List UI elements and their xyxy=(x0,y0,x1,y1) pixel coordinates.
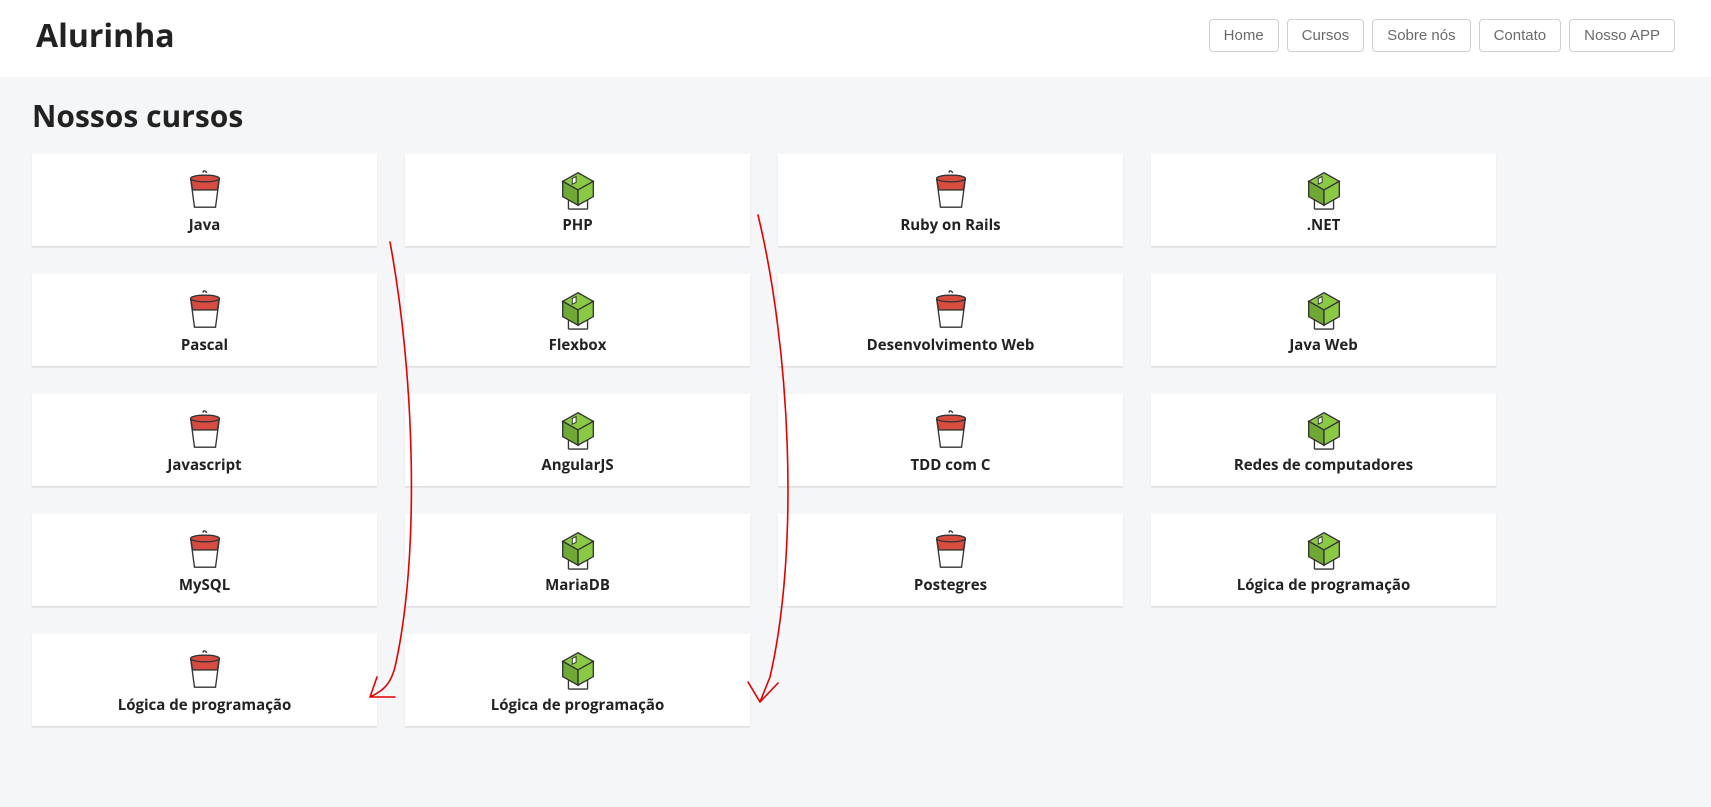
course-label: MariaDB xyxy=(545,575,610,595)
course-label: Lógica de programação xyxy=(118,695,292,715)
cup-icon xyxy=(185,165,225,211)
course-card[interactable]: AngularJS xyxy=(405,394,750,486)
cup-icon xyxy=(931,525,971,571)
box-icon xyxy=(558,285,598,331)
box-icon xyxy=(1304,405,1344,451)
box-icon xyxy=(1304,525,1344,571)
course-card[interactable]: .NET xyxy=(1151,154,1496,246)
course-label: Postegres xyxy=(914,575,987,595)
course-label: Redes de computadores xyxy=(1234,455,1413,475)
course-card[interactable]: Flexbox xyxy=(405,274,750,366)
nav-sobre[interactable]: Sobre nós xyxy=(1372,19,1470,52)
course-label: MySQL xyxy=(179,575,230,595)
logo: Alurinha xyxy=(36,14,175,57)
cup-icon xyxy=(185,525,225,571)
nav-cursos[interactable]: Cursos xyxy=(1287,19,1365,52)
course-label: Lógica de programação xyxy=(1237,575,1411,595)
course-card[interactable]: Java Web xyxy=(1151,274,1496,366)
box-icon xyxy=(558,525,598,571)
course-card[interactable]: Ruby on Rails xyxy=(778,154,1123,246)
top-nav: Home Cursos Sobre nós Contato Nosso APP xyxy=(1209,19,1675,52)
courses-grid: Java PHP Ruby on Rails .NET Pascal Flexbox Des… xyxy=(32,154,1679,726)
course-label: AngularJS xyxy=(541,455,613,475)
box-icon xyxy=(558,405,598,451)
course-card[interactable]: MySQL xyxy=(32,514,377,606)
course-card[interactable]: Desenvolvimento Web xyxy=(778,274,1123,366)
course-label: Ruby on Rails xyxy=(900,215,1000,235)
main-content: Nossos cursos Java PHP Ruby on Rails .NET Pa… xyxy=(0,77,1711,807)
cup-icon xyxy=(931,285,971,331)
nav-home[interactable]: Home xyxy=(1209,19,1279,52)
site-header: Alurinha Home Cursos Sobre nós Contato N… xyxy=(0,0,1711,77)
course-label: PHP xyxy=(562,215,592,235)
box-icon xyxy=(558,165,598,211)
course-card[interactable]: Pascal xyxy=(32,274,377,366)
nav-app[interactable]: Nosso APP xyxy=(1569,19,1675,52)
section-title: Nossos cursos xyxy=(32,95,1679,136)
course-label: Desenvolvimento Web xyxy=(867,335,1035,355)
course-card[interactable]: TDD com C xyxy=(778,394,1123,486)
course-card[interactable]: Postegres xyxy=(778,514,1123,606)
course-card[interactable]: PHP xyxy=(405,154,750,246)
course-card[interactable]: Javascript xyxy=(32,394,377,486)
box-icon xyxy=(1304,285,1344,331)
course-label: Java Web xyxy=(1289,335,1357,355)
course-card[interactable]: Redes de computadores xyxy=(1151,394,1496,486)
nav-contato[interactable]: Contato xyxy=(1479,19,1562,52)
course-label: .NET xyxy=(1307,215,1341,235)
course-label: Lógica de programação xyxy=(491,695,665,715)
course-label: Java xyxy=(189,215,221,235)
course-label: Javascript xyxy=(167,455,241,475)
cup-icon xyxy=(931,405,971,451)
box-icon xyxy=(558,645,598,691)
cup-icon xyxy=(931,165,971,211)
course-label: Pascal xyxy=(181,335,228,355)
cup-icon xyxy=(185,405,225,451)
box-icon xyxy=(1304,165,1344,211)
cup-icon xyxy=(185,285,225,331)
course-label: Flexbox xyxy=(549,335,607,355)
course-card[interactable]: Java xyxy=(32,154,377,246)
course-card[interactable]: Lógica de programação xyxy=(32,634,377,726)
course-card[interactable]: MariaDB xyxy=(405,514,750,606)
cup-icon xyxy=(185,645,225,691)
course-card[interactable]: Lógica de programação xyxy=(1151,514,1496,606)
course-card[interactable]: Lógica de programação xyxy=(405,634,750,726)
course-label: TDD com C xyxy=(911,455,991,475)
